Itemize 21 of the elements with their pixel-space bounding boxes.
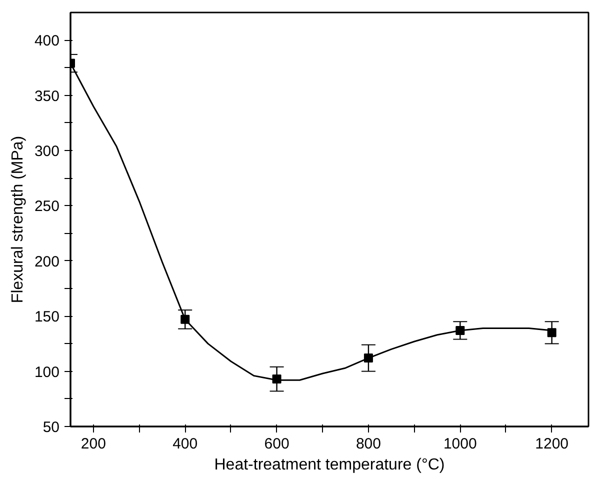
point — [456, 326, 465, 335]
x-tick-label: 1200 — [535, 436, 569, 452]
y-tick-label: 300 — [34, 143, 60, 160]
point — [364, 354, 373, 363]
x-tick-label: 600 — [264, 436, 290, 452]
y-tick-label: 50 — [42, 419, 60, 436]
y-tick-label: 250 — [34, 198, 60, 216]
y-tick-label: 200 — [34, 253, 60, 270]
y-tick-label: 350 — [34, 88, 60, 105]
x-tick-label: 200 — [80, 436, 106, 452]
y-tick-label: 150 — [34, 308, 60, 326]
x-axis-title: Heat-treatment temperature (°C) — [214, 456, 445, 474]
x-tick-label: 800 — [356, 436, 381, 452]
y-axis-title: Flexural strength (MPa) — [9, 136, 26, 304]
point — [547, 328, 556, 338]
point — [180, 314, 190, 324]
x-tick-label: 1000 — [443, 436, 477, 452]
y-tick-label: 400 — [34, 32, 60, 50]
y-tick-label: 100 — [34, 364, 60, 381]
point — [272, 374, 282, 384]
x-tick-label: 400 — [172, 436, 198, 452]
